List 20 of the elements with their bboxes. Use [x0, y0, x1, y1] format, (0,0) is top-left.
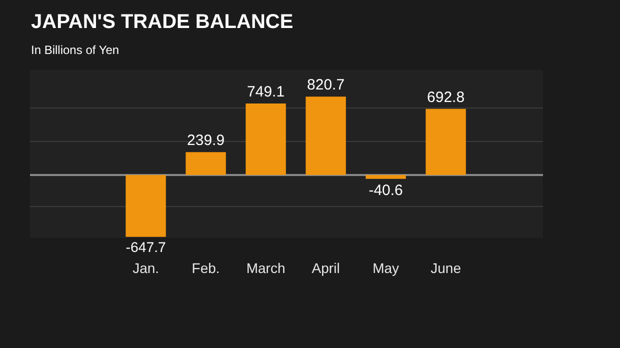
data-label: 692.8: [427, 88, 465, 106]
x-tick-label: March: [246, 260, 286, 276]
data-label: 749.1: [247, 83, 285, 100]
x-tick-label: Feb.: [192, 260, 220, 276]
x-tick-label: June: [430, 260, 462, 276]
data-label: -40.6: [368, 182, 403, 199]
chart-title: JAPAN'S TRADE BALANCE: [31, 10, 294, 33]
bar: [426, 108, 466, 175]
x-tick-label: April: [312, 260, 340, 276]
x-tick-label: Jan.: [132, 260, 160, 276]
bar: [246, 103, 286, 175]
data-label: 239.9: [187, 132, 225, 150]
chart-subtitle: In Billions of Yen: [31, 42, 120, 57]
bar: [366, 175, 406, 179]
bar: [126, 175, 166, 237]
data-label: -647.7: [126, 240, 166, 256]
data-label: 820.7: [307, 76, 345, 94]
bar: [186, 152, 226, 175]
bar: [306, 96, 346, 175]
x-tick-label: May: [372, 260, 400, 276]
